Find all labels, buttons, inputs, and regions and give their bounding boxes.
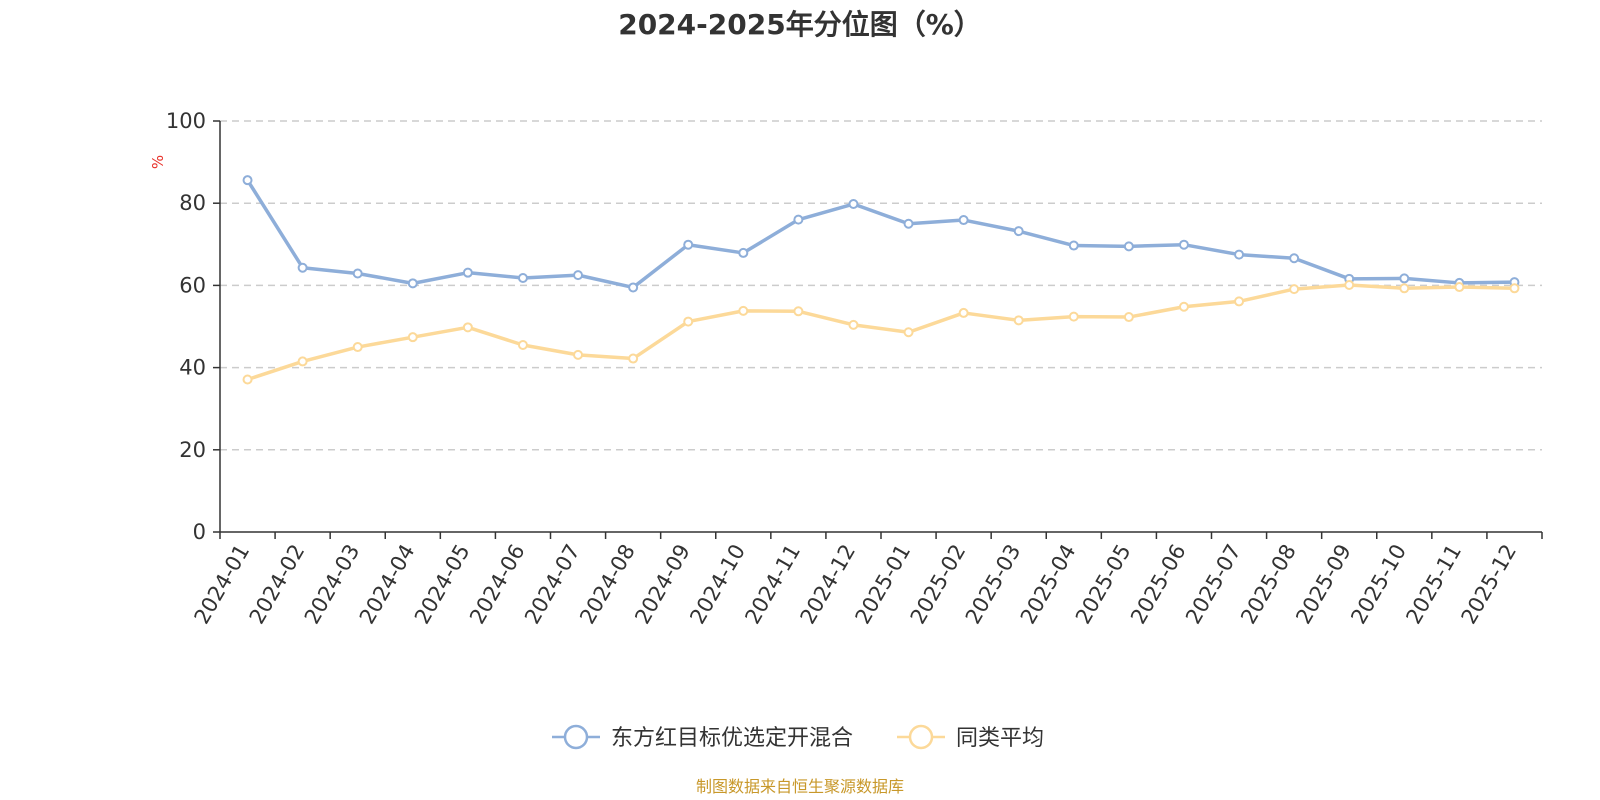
y-tick-label: 20 — [179, 438, 206, 462]
series-1-point[interactable] — [242, 374, 253, 385]
legend-item-0[interactable]: 东方红目标优选定开混合 — [552, 724, 853, 751]
series-0-point[interactable] — [242, 175, 253, 186]
series-0-point[interactable] — [1013, 226, 1024, 237]
series-0-point[interactable] — [1123, 241, 1134, 252]
legend-label: 东方红目标优选定开混合 — [611, 726, 853, 751]
series-1-point[interactable] — [462, 322, 473, 333]
series-1-point[interactable] — [1454, 282, 1465, 293]
series-1-point[interactable] — [407, 332, 418, 343]
series-1-point[interactable] — [1013, 315, 1024, 326]
series-1-point[interactable] — [573, 349, 584, 360]
series-1-point[interactable] — [517, 339, 528, 350]
series-1-point[interactable] — [1234, 296, 1245, 307]
legend-item-1[interactable]: 同类平均 — [897, 724, 1044, 751]
y-tick-labels: 0 20 40 60 80 100 — [166, 109, 206, 544]
series-lines — [242, 175, 1520, 385]
series-1-point[interactable] — [1344, 279, 1355, 290]
series-0-point[interactable] — [1399, 273, 1410, 284]
y-tick-label: 80 — [179, 191, 206, 215]
series-0-point[interactable] — [793, 214, 804, 225]
series-0-point[interactable] — [958, 215, 969, 226]
series-1-point[interactable] — [1509, 283, 1520, 294]
legend[interactable]: 东方红目标优选定开混合 同类平均 — [552, 724, 1044, 751]
x-tick-labels: 2024-012024-022024-032024-042024-052024-… — [190, 540, 1522, 628]
y-axis-unit-label: % — [149, 155, 167, 169]
series-0-point[interactable] — [738, 247, 749, 258]
series-line-1 — [246, 283, 1515, 382]
legend-marker-icon — [563, 724, 589, 750]
data-source-note: 制图数据来自恒生聚源数据库 — [696, 777, 904, 796]
series-1-point[interactable] — [1123, 312, 1134, 323]
y-tick-label: 60 — [179, 273, 206, 297]
axes — [213, 120, 1543, 539]
series-1-point[interactable] — [1178, 301, 1189, 312]
y-tick-label: 0 — [193, 520, 206, 544]
series-0-point[interactable] — [848, 199, 859, 210]
series-0-point[interactable] — [352, 268, 363, 279]
series-1-point[interactable] — [1289, 284, 1300, 295]
series-0-point[interactable] — [1068, 240, 1079, 251]
series-line-0 — [246, 179, 1515, 290]
series-0-point[interactable] — [628, 282, 639, 293]
series-1-point[interactable] — [352, 342, 363, 353]
chart-title: 2024-2025年分位图（%） — [618, 8, 982, 41]
series-0-point[interactable] — [573, 270, 584, 281]
series-1-point[interactable] — [1068, 311, 1079, 322]
legend-marker-icon — [908, 724, 934, 750]
series-1-point[interactable] — [793, 306, 804, 317]
series-1-point[interactable] — [628, 353, 639, 364]
y-tick-label: 40 — [179, 356, 206, 380]
series-0-point[interactable] — [1234, 249, 1245, 260]
series-0-point[interactable] — [517, 273, 528, 284]
series-1-point[interactable] — [903, 327, 914, 338]
legend-label: 同类平均 — [956, 726, 1044, 751]
series-0-point[interactable] — [903, 218, 914, 229]
gridlines — [220, 120, 1542, 451]
series-0-point[interactable] — [407, 278, 418, 289]
x-tick-label: 2025-12 — [1456, 540, 1521, 628]
series-1-point[interactable] — [848, 319, 859, 330]
series-0-point[interactable] — [683, 239, 694, 250]
series-0-point[interactable] — [297, 262, 308, 273]
series-0-point[interactable] — [1178, 239, 1189, 250]
series-0-point[interactable] — [462, 267, 473, 278]
series-1-point[interactable] — [958, 307, 969, 318]
series-1-point[interactable] — [738, 305, 749, 316]
series-1-point[interactable] — [297, 356, 308, 367]
y-tick-label: 100 — [166, 109, 206, 133]
series-1-point[interactable] — [683, 316, 694, 327]
series-0-point[interactable] — [1289, 253, 1300, 264]
series-1-point[interactable] — [1399, 283, 1410, 294]
